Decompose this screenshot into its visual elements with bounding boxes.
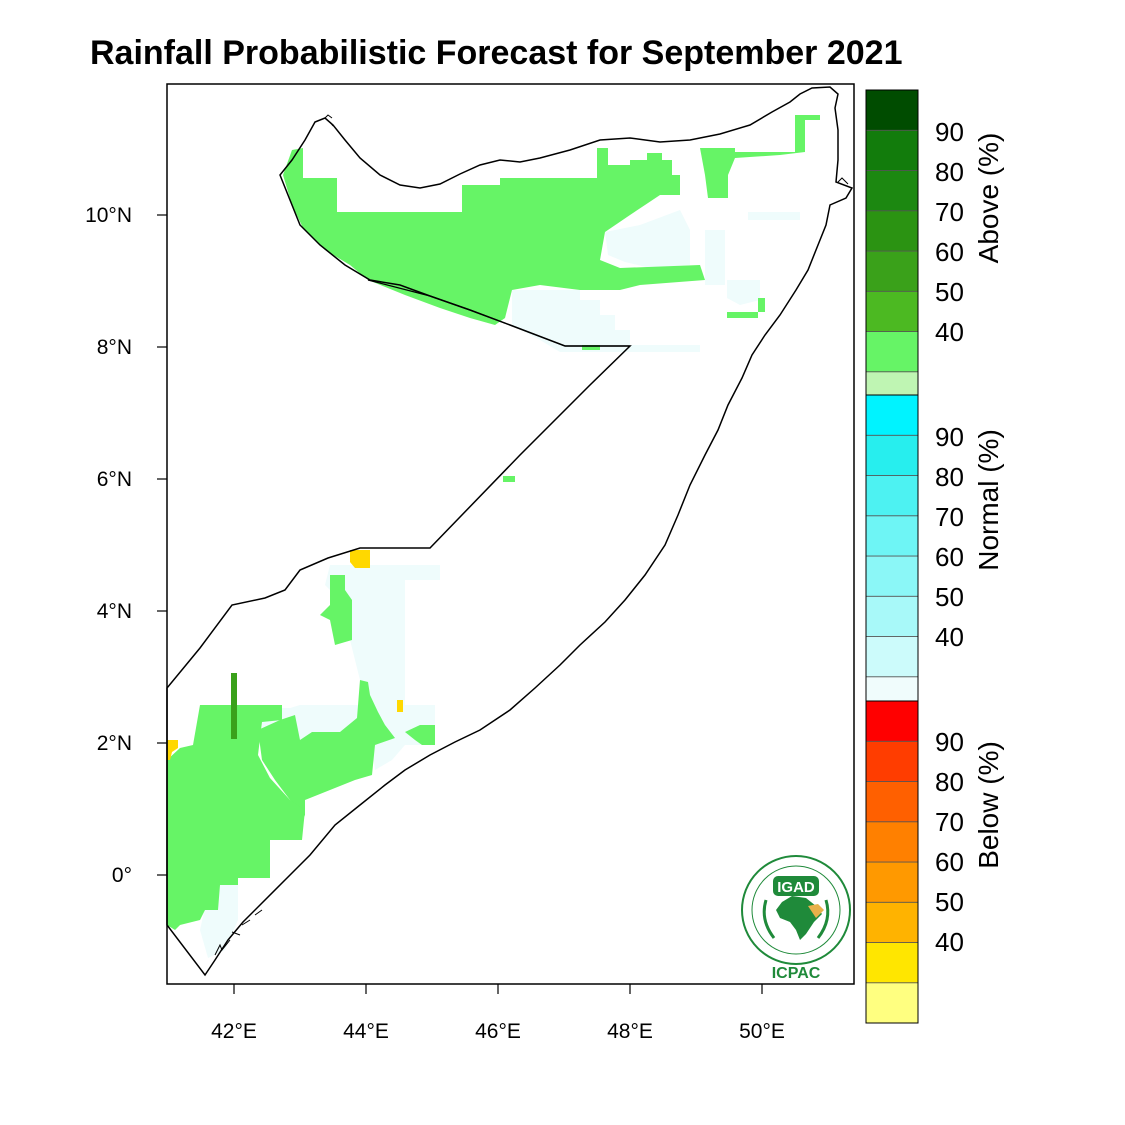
above-area-60-strip xyxy=(231,673,237,739)
map-title: Rainfall Probabilistic Forecast for Sept… xyxy=(90,34,903,72)
map-frame xyxy=(166,83,855,985)
legend-below-label: 50 xyxy=(935,887,964,917)
x-tick-label: 50°E xyxy=(739,1020,785,1043)
y-tick-label: 10°N xyxy=(85,204,132,227)
logo-bottom-text: ICPAC xyxy=(772,965,821,982)
legend-below-label: 80 xyxy=(935,767,964,797)
logo-top-text: IGAD xyxy=(777,879,815,896)
legend-swatch xyxy=(865,170,919,212)
below-area-2 xyxy=(397,700,403,712)
legend-above-label: 60 xyxy=(935,237,964,267)
legend-above: 90 80 70 60 50 40 Above (%) xyxy=(935,117,1004,347)
legend-swatch xyxy=(865,434,919,476)
y-tick-label: 8°N xyxy=(97,336,132,359)
legend-swatch xyxy=(865,250,919,292)
above-area-small-2 xyxy=(503,476,515,482)
coast-marks xyxy=(214,114,849,956)
legend-swatch xyxy=(865,942,919,984)
above-area-north xyxy=(283,148,705,325)
y-tick-label: 2°N xyxy=(97,732,132,755)
legend-normal-label: 80 xyxy=(935,462,964,492)
legend-swatch xyxy=(865,700,919,742)
border-line xyxy=(367,279,630,347)
x-axis-ticks xyxy=(157,214,763,994)
legend-below-label: 70 xyxy=(935,807,964,837)
normal-area-top xyxy=(748,212,800,220)
legend-bar-frame xyxy=(865,700,919,1024)
legend-swatch xyxy=(865,210,919,252)
legend-below-title: Below (%) xyxy=(973,741,1004,869)
legend-below-label: 40 xyxy=(935,927,964,957)
legend-swatch xyxy=(865,129,919,171)
legend-normal-label: 50 xyxy=(935,582,964,612)
legend-above-label: 50 xyxy=(935,277,964,307)
legend-swatch xyxy=(865,595,919,637)
legend-below-label: 90 xyxy=(935,727,964,757)
legend-swatch xyxy=(865,982,919,1024)
legend-above-label: 70 xyxy=(935,197,964,227)
legend-swatch xyxy=(865,821,919,863)
legend-swatch xyxy=(865,781,919,823)
legend-above-title: Above (%) xyxy=(973,133,1004,264)
laurel-right-icon xyxy=(816,899,830,939)
above-area-central xyxy=(320,575,352,645)
y-tick-label: 6°N xyxy=(97,468,132,491)
legend-swatch xyxy=(865,290,919,332)
normal-area-east-2 xyxy=(727,280,760,305)
above-area-northeast xyxy=(700,115,820,198)
below-area-3 xyxy=(167,740,178,760)
legend-swatch xyxy=(865,555,919,597)
y-tick-label: 4°N xyxy=(97,600,132,623)
legend-normal: 90 80 70 60 50 40 Normal (%) xyxy=(935,422,1004,652)
legend-swatch xyxy=(865,740,919,782)
above-area-east-bar xyxy=(727,298,765,318)
legend-above-label: 40 xyxy=(935,317,964,347)
legend-above-label: 90 xyxy=(935,117,964,147)
below-probability-areas xyxy=(167,550,403,760)
above-area-south-east-small xyxy=(405,725,435,745)
legend-normal-title: Normal (%) xyxy=(973,429,1004,571)
legend-swatch xyxy=(865,901,919,943)
below-area-1 xyxy=(350,550,370,568)
legend-below: 90 80 70 60 50 40 Below (%) xyxy=(935,727,1004,957)
legend-normal-label: 90 xyxy=(935,422,964,452)
legend-swatch xyxy=(865,475,919,517)
x-tick-label: 46°E xyxy=(475,1020,521,1043)
legend-normal-label: 40 xyxy=(935,622,964,652)
normal-area-center xyxy=(325,565,440,770)
x-tick-label: 48°E xyxy=(607,1020,653,1043)
normal-area-northeast xyxy=(605,210,690,268)
normal-area-north xyxy=(512,290,700,352)
x-tick-label: 44°E xyxy=(343,1020,389,1043)
legend-below-label: 60 xyxy=(935,847,964,877)
legend-group xyxy=(865,89,919,1024)
legend-normal-label: 70 xyxy=(935,502,964,532)
above-area-south-east xyxy=(258,680,395,825)
legend-swatch xyxy=(865,636,919,678)
above-area-southwest xyxy=(167,705,305,930)
horn-of-africa-icon xyxy=(808,904,824,918)
x-tick-label: 42°E xyxy=(211,1020,257,1043)
above-probability-areas xyxy=(167,115,820,930)
laurel-left-icon xyxy=(762,899,776,939)
igad-icpac-logo: IGAD ICPAC xyxy=(741,855,851,982)
legend-swatch xyxy=(865,515,919,557)
legend-swatch xyxy=(865,331,919,373)
legend-above-label: 80 xyxy=(935,157,964,187)
legend-swatch xyxy=(865,394,919,436)
legend-swatch xyxy=(865,89,919,131)
y-tick-label: 0° xyxy=(112,864,132,887)
legend-normal-label: 60 xyxy=(935,542,964,572)
normal-area-east-strip xyxy=(705,230,725,285)
country-outline xyxy=(166,86,854,977)
legend-swatch xyxy=(865,861,919,903)
